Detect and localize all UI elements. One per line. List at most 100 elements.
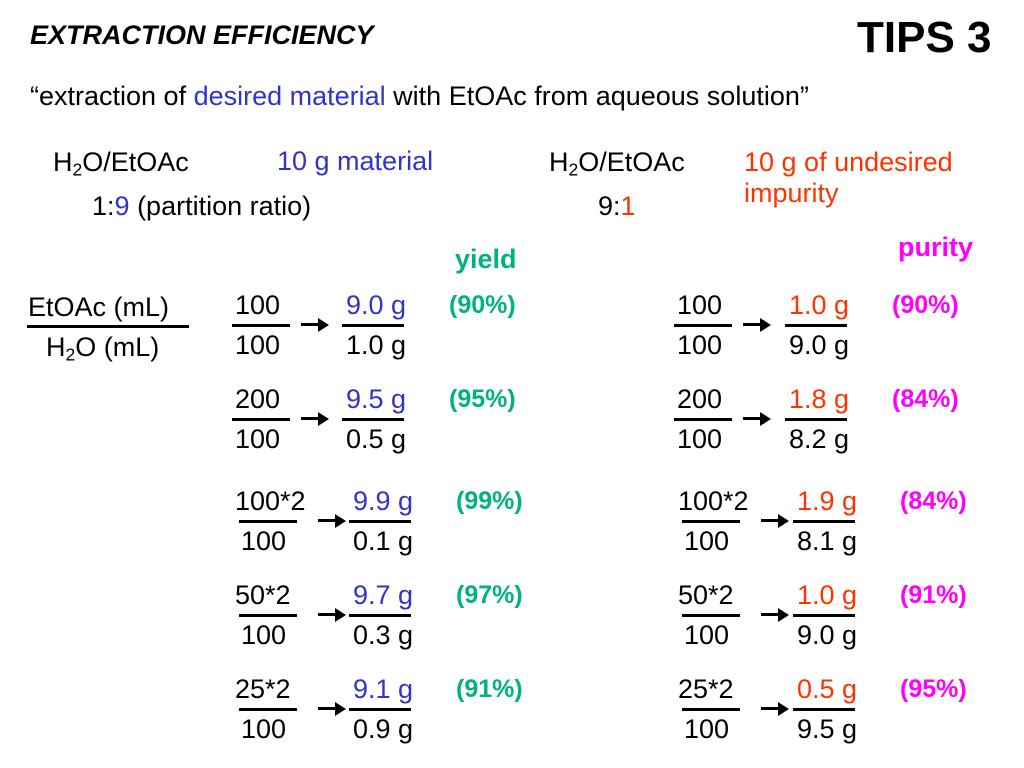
right-result-bottom: 8.2 g bbox=[789, 424, 850, 454]
right-solvent-suffix: O/EtOAc bbox=[578, 147, 685, 177]
left-ratio-first: 1: bbox=[92, 191, 115, 221]
left-result-fraction-bar bbox=[342, 418, 404, 421]
right-arrow-icon bbox=[301, 412, 329, 426]
left-volume-top: 50*2 bbox=[235, 580, 291, 610]
right-result-top: 0.5 g bbox=[797, 674, 858, 704]
right-volume-fraction-bar bbox=[682, 520, 740, 523]
left-material: 10 g material bbox=[277, 146, 434, 176]
tips-label: TIPS 3 bbox=[857, 13, 992, 62]
h2o-suffix: O (mL) bbox=[75, 332, 160, 362]
right-volume-bottom: 100 bbox=[677, 424, 723, 454]
arrow-head bbox=[778, 608, 789, 622]
right-percentage: (84%) bbox=[892, 385, 959, 413]
left-volume-bottom: 100 bbox=[241, 714, 287, 744]
right-ratio-first: 9: bbox=[598, 191, 621, 221]
right-solvent: H2O/EtOAc bbox=[549, 147, 685, 180]
left-solvent-prefix: H bbox=[53, 147, 73, 177]
right-volume-bottom: 100 bbox=[684, 714, 730, 744]
h2o-ml-label: H2O (mL) bbox=[46, 332, 160, 365]
left-result-bottom: 0.1 g bbox=[353, 526, 414, 556]
right-result-fraction-bar bbox=[793, 614, 855, 617]
left-solvent-sub: 2 bbox=[72, 159, 83, 180]
left-result-bottom: 0.9 g bbox=[353, 714, 414, 744]
right-volume-bottom: 100 bbox=[684, 620, 730, 650]
right-result-fraction-bar bbox=[785, 324, 847, 327]
right-percentage: (90%) bbox=[892, 291, 959, 319]
left-result-top: 9.7 g bbox=[353, 580, 414, 610]
left-result-fraction-bar bbox=[349, 708, 411, 711]
left-volume-top: 100 bbox=[235, 290, 281, 320]
right-result-bottom: 9.0 g bbox=[789, 330, 850, 360]
arrow-shaft bbox=[301, 417, 319, 420]
left-percentage: (95%) bbox=[449, 385, 516, 413]
purity-label: purity bbox=[898, 232, 974, 262]
left-result-fraction-bar bbox=[349, 614, 411, 617]
left-result-bottom: 0.3 g bbox=[353, 620, 414, 650]
left-percentage: (91%) bbox=[456, 675, 523, 703]
page-title: EXTRACTION EFFICIENCY bbox=[30, 20, 374, 50]
right-arrow-icon bbox=[761, 702, 789, 716]
left-result-bottom: 1.0 g bbox=[346, 330, 407, 360]
right-percentage: (95%) bbox=[900, 675, 967, 703]
subtitle-part-1: “extraction of bbox=[30, 81, 194, 111]
right-arrow-icon bbox=[761, 608, 789, 622]
arrow-shaft bbox=[318, 613, 336, 616]
left-result-top: 9.5 g bbox=[346, 384, 407, 414]
left-volume-fraction-bar bbox=[232, 418, 290, 421]
left-volume-fraction-bar bbox=[239, 708, 297, 711]
left-percentage: (90%) bbox=[449, 291, 516, 319]
arrow-shaft bbox=[301, 323, 319, 326]
arrow-head bbox=[760, 318, 771, 332]
right-volume-fraction-bar bbox=[674, 418, 732, 421]
right-solvent-prefix: H bbox=[549, 147, 569, 177]
right-result-top: 1.0 g bbox=[789, 290, 850, 320]
right-volume-bottom: 100 bbox=[677, 330, 723, 360]
right-volume-top: 50*2 bbox=[678, 580, 734, 610]
left-solvent: H2O/EtOAc bbox=[53, 147, 189, 180]
right-ratio-second: 1 bbox=[620, 191, 636, 221]
left-volume-top: 100*2 bbox=[235, 486, 306, 516]
left-result-top: 9.0 g bbox=[346, 290, 407, 320]
arrow-shaft bbox=[318, 707, 336, 710]
right-ratio: 9:1 bbox=[598, 193, 636, 220]
arrow-shaft bbox=[761, 707, 779, 710]
arrow-shaft bbox=[743, 417, 761, 420]
subtitle-highlight: desired material bbox=[193, 81, 386, 111]
arrow-head bbox=[760, 412, 771, 426]
left-result-fraction-bar bbox=[342, 324, 404, 327]
right-result-fraction-bar bbox=[793, 708, 855, 711]
right-volume-fraction-bar bbox=[674, 324, 732, 327]
right-volume-top: 100 bbox=[677, 290, 723, 320]
right-impurity-line-2: impurity bbox=[744, 178, 839, 208]
left-volume-fraction-bar bbox=[239, 520, 297, 523]
arrow-shaft bbox=[743, 323, 761, 326]
arrow-head bbox=[318, 318, 329, 332]
h2o-sub: 2 bbox=[65, 344, 76, 365]
right-volume-bottom: 100 bbox=[684, 526, 730, 556]
right-arrow-icon bbox=[318, 608, 346, 622]
right-solvent-sub: 2 bbox=[568, 159, 579, 180]
left-volume-fraction-bar bbox=[232, 324, 290, 327]
right-arrow-icon bbox=[761, 514, 789, 528]
arrow-head bbox=[318, 412, 329, 426]
right-volume-top: 25*2 bbox=[678, 674, 734, 704]
right-result-fraction-bar bbox=[785, 418, 847, 421]
arrow-head bbox=[335, 514, 346, 528]
left-volume-top: 200 bbox=[235, 384, 281, 414]
left-volume-bottom: 100 bbox=[241, 620, 287, 650]
arrow-head bbox=[778, 514, 789, 528]
left-ratio-second: 9 bbox=[114, 191, 130, 221]
left-volume-bottom: 100 bbox=[235, 424, 281, 454]
right-volume-fraction-bar bbox=[682, 708, 740, 711]
right-result-top: 1.9 g bbox=[797, 486, 858, 516]
left-result-fraction-bar bbox=[349, 520, 411, 523]
left-result-top: 9.1 g bbox=[353, 674, 414, 704]
yield-label: yield bbox=[455, 244, 517, 274]
left-percentage: (99%) bbox=[456, 487, 523, 515]
subtitle: “extraction of desired material with EtO… bbox=[30, 83, 809, 110]
right-percentage: (84%) bbox=[900, 487, 967, 515]
left-ratio-note: (partition ratio) bbox=[129, 191, 312, 221]
left-solvent-suffix: O/EtOAc bbox=[82, 147, 189, 177]
arrow-shaft bbox=[761, 519, 779, 522]
h2o-prefix: H bbox=[46, 332, 66, 362]
